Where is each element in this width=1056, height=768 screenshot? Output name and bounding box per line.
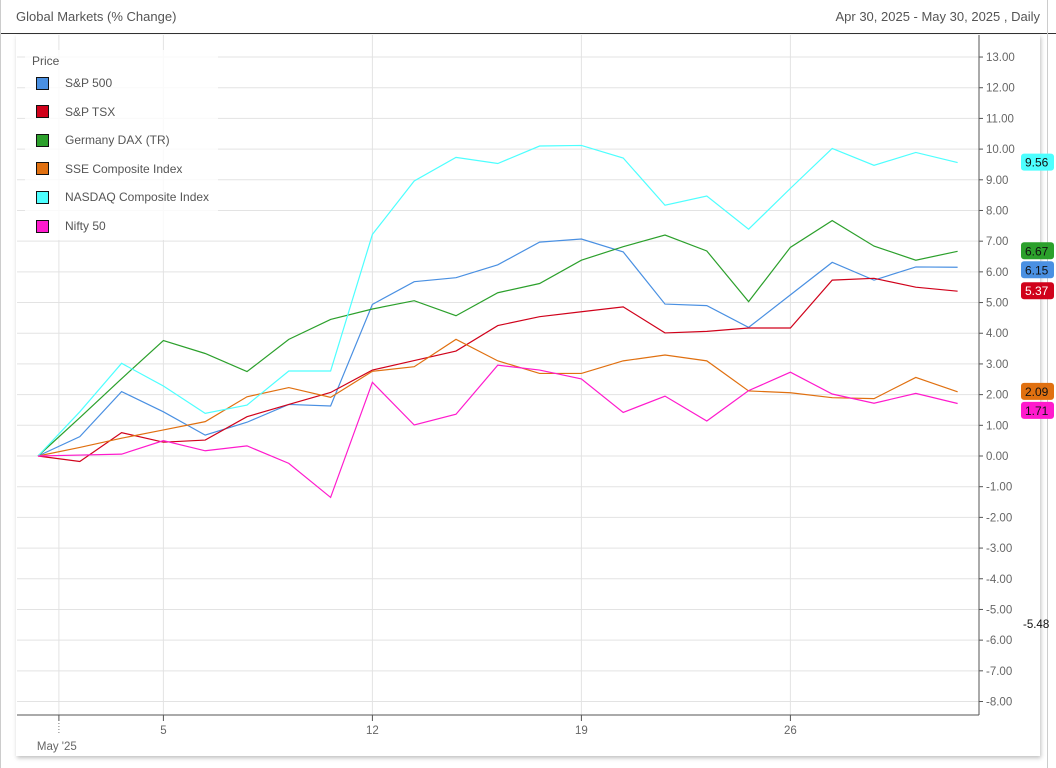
badge-text: 1.71 — [1025, 404, 1049, 418]
legend-label: SSE Composite Index — [65, 161, 183, 176]
legend-swatch — [36, 133, 49, 147]
y-tick-label: 6.00 — [986, 267, 1008, 279]
legend-item[interactable]: Nifty 50 — [36, 218, 106, 234]
y-tick-label: -7.00 — [986, 666, 1012, 678]
badge-text: 6.67 — [1025, 244, 1049, 258]
badge-bg — [1021, 242, 1054, 260]
y-tick-label: 10.00 — [986, 144, 1015, 156]
badge-bg — [1021, 153, 1054, 171]
legend-swatch — [36, 76, 49, 90]
legend-swatch — [36, 162, 49, 176]
y-tick-label: 11.00 — [986, 113, 1014, 125]
legend-label: Nifty 50 — [65, 219, 106, 233]
legend-label: NASDAQ Composite Index — [65, 190, 210, 205]
last-value-badge: 5.37 — [1021, 282, 1054, 300]
y-tick-label: -3.00 — [986, 543, 1012, 555]
y-tick-label: -4.00 — [986, 574, 1012, 586]
legend-label: S&P TSX — [65, 104, 116, 119]
legend-label: S&P 500 — [65, 76, 113, 90]
legend-title: Price — [32, 54, 60, 68]
y-tick-label: 1.00 — [986, 420, 1008, 432]
last-value-badge: 1.71 — [1021, 401, 1054, 419]
x-tick-label: 5 — [160, 725, 166, 737]
legend-item[interactable]: Germany DAX (TR) — [36, 132, 170, 148]
y-tick-label: -5.00 — [986, 604, 1012, 616]
y-tick-label: 0.00 — [986, 451, 1008, 463]
y-tick-label: 12.00 — [986, 83, 1015, 95]
series-line-s-p-tsx — [37, 277, 958, 463]
last-value-badge: 6.15 — [1021, 261, 1054, 279]
badge-text: 6.15 — [1025, 263, 1049, 277]
legend-item[interactable]: NASDAQ Composite Index — [36, 189, 209, 205]
series-line-germany-dax-tr- — [37, 219, 958, 457]
legend: Price S&P 500 S&P TSX Germany DAX (TR) SSE … — [25, 50, 218, 240]
last-value-badge: 2.09 — [1021, 382, 1054, 400]
y-tick-label: 5.00 — [986, 298, 1008, 310]
x-tick-label: May '25 — [37, 741, 77, 753]
min-value-label: -5.48 — [1023, 619, 1049, 631]
badge-text: 2.09 — [1025, 385, 1049, 399]
legend-item[interactable]: SSE Composite Index — [36, 161, 182, 177]
badge-bg — [1021, 382, 1054, 400]
badge-text: 9.56 — [1025, 156, 1049, 170]
date-range[interactable]: Apr 30, 2025 - May 30, 2025 , Daily — [835, 9, 1040, 24]
series-line-nifty-50 — [37, 364, 958, 499]
badge-text: 5.37 — [1025, 284, 1049, 298]
chart-header: Global Markets (% Change) Apr 30, 2025 -… — [0, 0, 1056, 34]
legend-swatch — [36, 219, 49, 233]
legend-item[interactable]: S&P 500 — [36, 75, 112, 91]
y-tick-label: -2.00 — [986, 512, 1012, 524]
x-tick-label: 26 — [784, 725, 797, 737]
legend-item[interactable]: S&P TSX — [36, 104, 115, 120]
y-tick-label: 8.00 — [986, 205, 1008, 217]
y-tick-label: 13.00 — [986, 52, 1015, 64]
y-tick-label: -6.00 — [986, 635, 1012, 647]
y-tick-label: 9.00 — [986, 175, 1008, 187]
last-value-badge: 9.56 — [1021, 153, 1054, 171]
x-tick-label: 12 — [366, 725, 379, 737]
y-tick-label: 3.00 — [986, 359, 1008, 371]
y-tick-label: 4.00 — [986, 328, 1008, 340]
legend-swatch — [36, 105, 49, 119]
y-tick-label: -8.00 — [986, 697, 1012, 709]
badge-bg — [1021, 261, 1054, 279]
chart-title: Global Markets (% Change) — [16, 9, 177, 24]
legend-label: Germany DAX (TR) — [65, 133, 170, 148]
last-value-badge: 6.67 — [1021, 242, 1054, 260]
y-tick-label: -1.00 — [986, 482, 1012, 494]
y-tick-label: 7.00 — [986, 236, 1008, 248]
badge-bg — [1021, 401, 1054, 419]
x-tick-label: 19 — [575, 725, 588, 737]
legend-swatch — [36, 190, 49, 204]
y-tick-label: 2.00 — [986, 390, 1008, 402]
series-line-sse-composite-index — [37, 338, 958, 457]
badge-bg — [1021, 282, 1054, 300]
